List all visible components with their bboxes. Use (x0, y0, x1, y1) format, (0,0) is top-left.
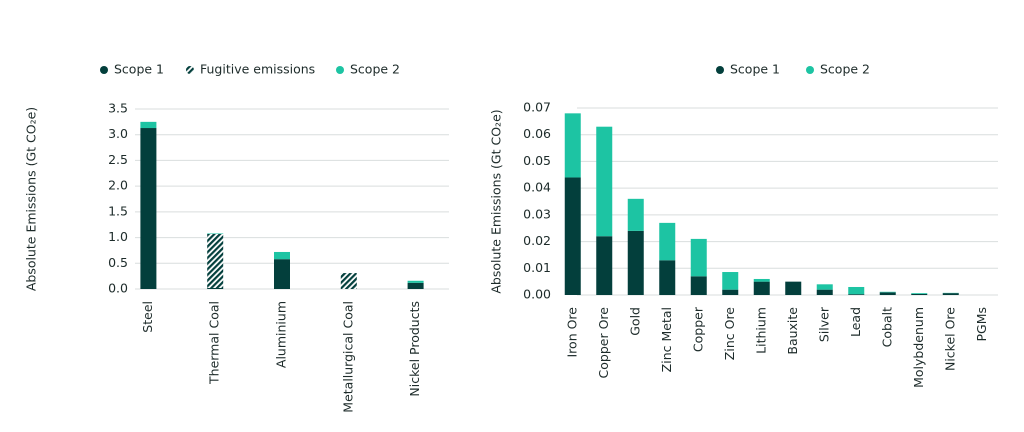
bar-segment (722, 289, 739, 295)
x-tick-label: Cobalt (879, 307, 894, 347)
legend-marker (716, 66, 724, 74)
x-tick-label: Nickel Products (407, 301, 422, 397)
x-tick-label: Steel (140, 301, 155, 333)
chart: 0.00 0.01 0.02 0.03 0.04 0.05 0.06 0.07 Absolute… (489, 62, 998, 388)
bar-segment (848, 294, 865, 295)
bar-segment (596, 126, 613, 237)
x-tick-label: Bauxite (785, 307, 800, 355)
bar-segment (848, 286, 865, 295)
bar-segment (207, 287, 224, 289)
x-tick-label: PGMs (974, 307, 989, 342)
y-tick-label: 0.02 (523, 233, 551, 248)
y-tick-label: 3.0 (108, 126, 128, 141)
x-tick-label: Thermal Coal (207, 301, 222, 385)
legend-label: Fugitive emissions (200, 62, 315, 77)
bar-segment (627, 198, 644, 231)
y-axis-label: Absolute Emissions (Gt CO₂e) (24, 107, 39, 291)
x-tick-label: Copper Ore (596, 307, 611, 379)
bar-segment (407, 282, 424, 289)
x-tick-label: Metallurgical Coal (340, 301, 355, 413)
x-tick-label: Zinc Ore (722, 307, 737, 361)
y-tick-label: 0.05 (523, 153, 551, 168)
bar-segment (942, 293, 959, 295)
legend-label: Scope 2 (350, 62, 400, 77)
bar-segment (274, 259, 290, 289)
y-tick-label: 0.03 (523, 206, 551, 221)
bar-segment (753, 281, 770, 295)
chart: 0.0 0.5 1.0 1.5 2.0 2.5 3.0 3.5 Absolute Emissio… (24, 62, 449, 413)
y-tick-label: 0.07 (523, 100, 551, 115)
bar-segment (140, 128, 157, 289)
y-tick-label: 2.5 (108, 152, 128, 167)
bar-segment (140, 121, 157, 129)
bar-segment (722, 272, 739, 290)
bar-segment (627, 230, 644, 295)
bar-segment (659, 260, 676, 295)
x-tick-label: Aluminium (274, 301, 289, 368)
x-tick-label: Nickel Ore (942, 307, 957, 371)
bar-segment (816, 289, 833, 295)
bar-segment (690, 238, 707, 277)
y-tick-label: 0.04 (523, 180, 551, 195)
legend-label: Scope 2 (820, 62, 870, 77)
x-tick-label: Iron Ore (564, 307, 579, 358)
bar-segment (879, 292, 896, 295)
bar-segment (596, 236, 613, 295)
y-tick-label: 1.5 (108, 203, 128, 218)
legend-marker (186, 66, 194, 74)
x-tick-label: Lead (848, 307, 863, 337)
bar-segment (911, 293, 928, 295)
x-tick-label: Molybdenum (911, 307, 926, 388)
bar-segment (407, 280, 424, 283)
bar-segment (274, 251, 290, 260)
x-tick-label: Lithium (753, 307, 768, 354)
x-tick-label: Copper (690, 306, 705, 352)
bar-segment (753, 278, 770, 282)
bar-segment (207, 233, 224, 288)
legend-marker (336, 66, 344, 74)
y-tick-label: 0.5 (108, 255, 128, 270)
bar-segment (690, 276, 707, 295)
bar-segment (816, 284, 833, 290)
y-tick-label: 0.01 (523, 260, 551, 275)
y-tick-label: 0.06 (523, 126, 551, 141)
legend-label: Scope 1 (730, 62, 780, 77)
x-tick-label: Gold (627, 307, 642, 336)
y-tick-label: 1.0 (108, 229, 128, 244)
legend-marker (100, 66, 108, 74)
x-tick-label: Zinc Metal (659, 307, 674, 372)
bar-segment (207, 233, 224, 234)
y-tick-label: 3.5 (108, 101, 128, 116)
y-tick-label: 2.0 (108, 178, 128, 193)
bar-segment (340, 273, 357, 289)
x-tick-label: Silver (816, 306, 831, 342)
bar-segment (564, 177, 581, 295)
y-axis-label: Absolute Emissions (Gt CO₂e) (489, 109, 504, 293)
legend-label: Scope 1 (114, 62, 164, 77)
bar-segment (911, 293, 928, 294)
bar-segment (659, 222, 676, 261)
bar-segment (785, 281, 802, 295)
bar-segment (564, 113, 581, 178)
y-tick-label: 0.0 (108, 281, 128, 296)
y-tick-label: 0.00 (523, 287, 551, 302)
legend-marker (806, 66, 814, 74)
bar-segment (879, 291, 896, 293)
